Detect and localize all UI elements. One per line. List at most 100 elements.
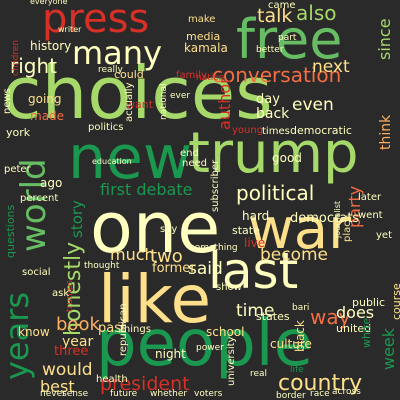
word-united: united: [336, 322, 371, 335]
word-author: author: [215, 77, 234, 130]
word-democrats: democrats: [290, 211, 359, 226]
word-book: book: [56, 314, 100, 335]
word-real: real: [250, 369, 267, 379]
word-next: next: [312, 57, 350, 77]
word-show: show: [216, 282, 242, 293]
word-think: think: [378, 114, 394, 150]
word-also: also: [296, 1, 336, 25]
word-week: week: [379, 327, 398, 370]
word-later: later: [358, 192, 382, 203]
word-since: since: [375, 18, 394, 60]
word-york: york: [6, 126, 31, 139]
word-yet: yet: [376, 230, 392, 241]
word-choices: choices: [2, 51, 273, 135]
word-came: came: [268, 0, 296, 11]
word-trumps: trumps: [65, 280, 75, 312]
word-journalist: journalist: [333, 201, 342, 239]
word-sense: sense: [62, 389, 89, 399]
word-make: make: [188, 14, 215, 25]
word-president: president: [100, 373, 190, 395]
word-many: many: [72, 34, 162, 72]
word-across: across: [332, 387, 361, 397]
word-hard: hard: [242, 209, 269, 223]
word-social: social: [22, 267, 51, 278]
word-good: good: [272, 151, 302, 165]
word-say: say: [160, 224, 177, 235]
word-want: want: [126, 98, 154, 111]
word-young: young: [232, 125, 263, 136]
word-party: party: [345, 186, 364, 228]
word-become: become: [260, 245, 328, 265]
word-ask: ask: [52, 288, 69, 299]
word-writer: writer: [58, 25, 82, 34]
word-way: way: [310, 305, 351, 329]
word-time: time: [236, 301, 274, 321]
word-country: country: [278, 371, 362, 396]
word-future: future: [110, 389, 138, 399]
word-subscriber: subscriber: [210, 159, 221, 212]
word-university: university: [226, 336, 237, 386]
word-politics: politics: [88, 122, 123, 133]
word-ago: ago: [40, 176, 62, 190]
word-something: something: [190, 243, 238, 253]
word-part: part: [278, 33, 297, 43]
word-never: never: [40, 389, 66, 399]
word-black: black: [293, 320, 307, 352]
word-family: family: [176, 70, 207, 81]
word-know: know: [18, 325, 50, 339]
word-course: course: [390, 283, 400, 320]
word-two: two: [150, 246, 183, 267]
word-school: school: [206, 325, 244, 339]
word-political: political: [236, 181, 314, 205]
word-power: power: [196, 343, 224, 353]
word-democratic: democratic: [290, 124, 352, 137]
word-war: war: [248, 197, 352, 262]
word-night: night: [155, 347, 186, 361]
word-news: news: [2, 88, 13, 114]
word-need: need: [182, 158, 207, 169]
word-would: would: [42, 360, 93, 380]
word-bari: bari: [292, 303, 309, 313]
word-state: state: [232, 224, 260, 237]
word-went: went: [358, 210, 383, 221]
word-first-debate: first debate: [100, 180, 192, 199]
word-thought: thought: [84, 261, 120, 271]
word-peter: peter: [4, 164, 32, 175]
word-going: going: [28, 92, 62, 106]
word-education: education: [92, 157, 132, 166]
word-right: right: [10, 54, 57, 78]
word-whether: whether: [150, 389, 187, 399]
word-new: new: [68, 123, 192, 193]
word-honestly: honestly: [61, 242, 86, 336]
word-everyone: everyone: [30, 0, 68, 6]
word-made: made: [30, 109, 64, 123]
word-even: even: [292, 95, 334, 115]
word-best: best: [40, 377, 75, 396]
word-end: end: [180, 148, 199, 159]
word-republican: republican: [118, 303, 129, 356]
word-live: live: [244, 236, 265, 250]
word-world: world: [14, 158, 54, 252]
word-ever: ever: [170, 91, 190, 101]
word-people: people: [96, 307, 313, 381]
word-voters: voters: [194, 389, 223, 399]
word-like: like: [98, 261, 211, 338]
word-media: media: [186, 30, 220, 43]
word-one: one: [90, 187, 220, 269]
word-talk: talk: [257, 5, 292, 27]
word-last: last: [208, 242, 298, 300]
word-could: could: [114, 68, 144, 81]
word-past: past: [98, 321, 126, 336]
word-public: public: [352, 296, 385, 309]
word-national: national: [159, 84, 169, 120]
word-questions: questions: [4, 204, 17, 258]
word-children: children: [11, 40, 21, 76]
word-does: does: [336, 303, 374, 322]
word-race: race: [310, 389, 330, 399]
word-back: back: [256, 106, 290, 122]
word-things: things: [120, 324, 151, 335]
word-years: years: [0, 292, 36, 380]
word-times: times: [262, 126, 290, 137]
word-conversation: conversation: [212, 63, 341, 87]
